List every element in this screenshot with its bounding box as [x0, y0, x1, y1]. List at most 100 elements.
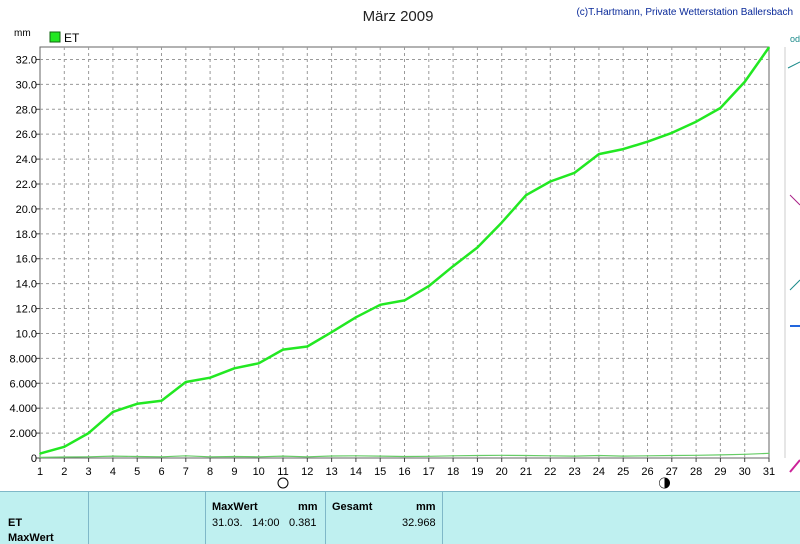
y-axis-unit: mm [14, 28, 31, 39]
right-edge-label: od [790, 34, 800, 44]
stats-divider [325, 492, 326, 544]
right-edge-mark-3 [789, 279, 800, 291]
y-tick-label: 22.0 [16, 179, 37, 191]
x-tick-label: 5 [134, 466, 140, 478]
data-point-hourly [671, 454, 673, 457]
y-tick-label: 20.0 [16, 204, 37, 216]
stats-divider [88, 492, 89, 544]
data-point-et [282, 348, 284, 351]
data-point-et [549, 180, 552, 183]
x-tick-label: 25 [617, 466, 629, 478]
data-point-et [209, 376, 211, 379]
y-tick-label: 16.0 [16, 254, 37, 266]
data-point-et [671, 132, 673, 134]
data-point-hourly [525, 454, 527, 457]
data-point-hourly [136, 455, 138, 458]
data-point-hourly [452, 454, 454, 457]
stats-divider [205, 492, 206, 544]
x-tick-label: 22 [544, 466, 556, 478]
data-point-et [719, 107, 722, 109]
x-tick-label: 6 [158, 466, 164, 478]
x-tick-label: 21 [520, 466, 532, 478]
x-tick-label: 8 [207, 466, 213, 478]
x-tick-label: 14 [350, 466, 362, 478]
data-point-et [355, 316, 357, 319]
data-point-hourly [355, 454, 357, 457]
y-tick-label: 0 [31, 453, 37, 465]
data-point-hourly [306, 455, 309, 458]
data-point-hourly [233, 455, 236, 458]
x-tick-label: 4 [110, 466, 116, 478]
max-value: 0.381 [289, 517, 317, 529]
y-tick-label: 10.0 [16, 328, 37, 340]
vertical-grid [63, 47, 746, 458]
data-point-hourly [330, 455, 333, 457]
right-edge-mark-5 [789, 459, 800, 473]
x-tick-label: 23 [568, 466, 580, 478]
x-tick-label: 26 [641, 466, 653, 478]
data-point-hourly [500, 454, 503, 457]
full-moon-icon [277, 477, 289, 489]
y-tick-label: 26.0 [16, 129, 37, 141]
data-point-hourly [695, 454, 697, 457]
x-tick-label: 13 [325, 466, 337, 478]
data-point-et [306, 345, 309, 348]
data-point-et [403, 299, 406, 302]
stats-divider [442, 492, 443, 544]
data-point-hourly [573, 455, 576, 457]
max-unit: mm [298, 501, 318, 513]
data-point-et [452, 265, 454, 268]
x-tick-label: 15 [374, 466, 386, 478]
data-point-et [185, 381, 187, 383]
x-tick-label: 11 [277, 466, 288, 478]
data-point-hourly [598, 454, 600, 457]
moon-phase-markers [277, 477, 671, 489]
x-tick-label: 12 [301, 466, 313, 478]
data-point-hourly [63, 456, 66, 458]
legend-label-et: ET [64, 31, 80, 45]
x-tick-label: 2 [61, 466, 67, 478]
max-date: 31.03. [212, 517, 243, 529]
data-point-hourly [428, 455, 430, 458]
data-point-et [379, 304, 382, 306]
y-tick-label: 32.0 [16, 54, 37, 66]
y-tick-label: 18.0 [16, 229, 37, 241]
credit-text: (c)T.Hartmann, Private Wetterstation Bal… [576, 7, 793, 18]
y-tick-label: 2.000 [9, 428, 37, 440]
data-point-hourly [160, 455, 163, 458]
data-point-hourly [646, 454, 649, 457]
data-point-et [622, 148, 624, 150]
right-edge-mark-2 [789, 194, 800, 206]
x-tick-label: 17 [423, 466, 435, 478]
data-point-hourly [282, 455, 284, 457]
x-tick-label: 29 [714, 466, 726, 478]
x-tick-label: 10 [253, 466, 265, 478]
data-point-et [330, 331, 333, 334]
data-point-hourly [185, 454, 187, 457]
y-tick-label: 24.0 [16, 154, 37, 166]
data-point-et [768, 46, 770, 49]
data-point-et [233, 367, 236, 370]
x-tick-label: 30 [739, 466, 751, 478]
data-point-et [598, 153, 600, 155]
data-point-hourly [39, 456, 41, 459]
horizontal-grid [40, 58, 769, 434]
x-tick-label: 7 [183, 466, 189, 478]
y-axis-ticks: 0 2.000 4.000 6.000 8.000 10.0 12.0 14.0 16.0 18.… [9, 54, 40, 465]
data-point-hourly [719, 454, 722, 456]
x-tick-label: 24 [593, 466, 605, 478]
data-point-hourly [87, 455, 90, 458]
data-point-et [525, 194, 527, 197]
x-tick-label: 27 [666, 466, 678, 478]
data-point-hourly [622, 455, 624, 457]
data-point-et [160, 399, 163, 402]
y-tick-label: 4.000 [9, 403, 37, 415]
data-point-et [39, 452, 41, 455]
data-point-hourly [743, 453, 746, 456]
data-point-et [695, 120, 697, 123]
legend-swatch-et [49, 31, 61, 43]
x-tick-label: 3 [86, 466, 92, 478]
x-tick-label: 1 [37, 466, 43, 478]
data-point-hourly [379, 455, 382, 457]
total-value: 32.968 [402, 517, 436, 529]
